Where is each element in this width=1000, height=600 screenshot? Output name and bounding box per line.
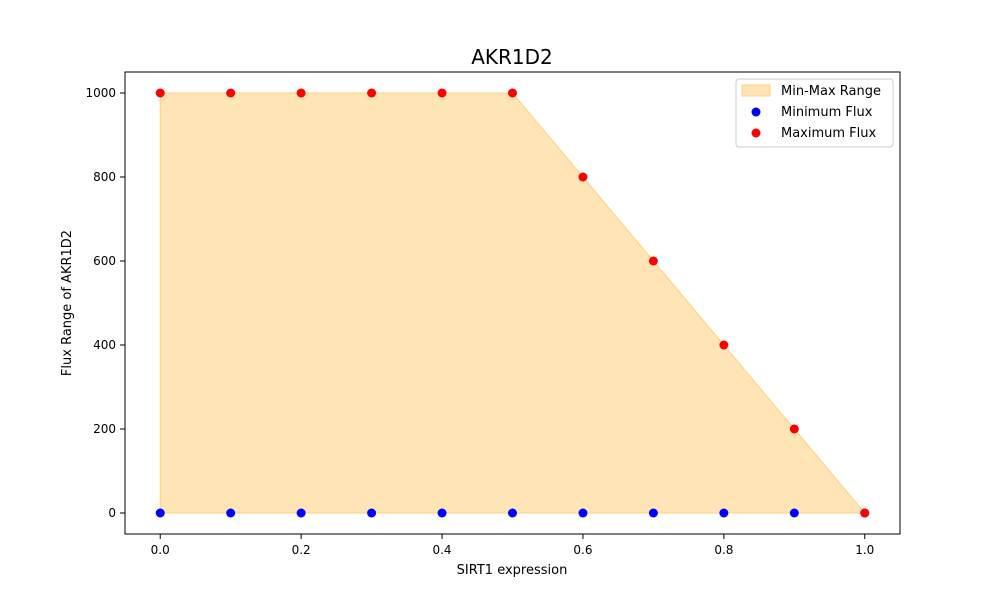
min-flux-point <box>508 508 517 518</box>
legend-label-range: Min-Max Range <box>781 84 881 99</box>
y-tick-label: 600 <box>93 254 116 268</box>
max-flux-point <box>437 88 447 98</box>
min-max-range-area <box>159 92 866 514</box>
min-flux-point <box>226 508 236 518</box>
min-flux-point <box>719 508 729 518</box>
x-tick-label: 0.4 <box>432 543 451 557</box>
y-axis: 0 200 400 600 800 1000 <box>85 86 125 520</box>
x-tick-label: 1.0 <box>855 543 874 557</box>
max-flux-point <box>578 172 588 182</box>
max-flux-point <box>648 256 658 266</box>
y-tick-label: 400 <box>93 338 116 352</box>
legend-swatch-range <box>741 84 771 97</box>
y-tick-label: 0 <box>108 506 116 520</box>
x-tick-label: 0.0 <box>151 543 170 557</box>
max-flux-point <box>719 340 729 350</box>
max-flux-point <box>155 88 165 98</box>
x-axis: 0.0 0.2 0.4 0.6 0.8 1.0 <box>151 534 874 557</box>
x-axis-label: SIRT1 expression <box>457 563 568 578</box>
y-tick-label: 200 <box>93 422 116 436</box>
min-flux-point <box>789 508 799 518</box>
plot-frame <box>124 71 901 535</box>
legend-swatch-max <box>751 128 761 138</box>
x-tick-label: 0.6 <box>573 543 592 557</box>
x-tick-label: 0.2 <box>292 543 311 557</box>
range-fill <box>159 92 866 514</box>
min-flux-point <box>296 508 306 518</box>
x-tick-label: 0.8 <box>714 543 733 557</box>
max-flux-point <box>789 424 799 434</box>
max-flux-point <box>226 88 236 98</box>
plot-area <box>124 71 901 535</box>
y-tick-label: 800 <box>93 170 116 184</box>
legend-label-min: Minimum Flux <box>781 105 873 120</box>
min-flux-point <box>367 508 377 518</box>
min-flux-point <box>648 508 658 518</box>
max-flux-point <box>508 88 517 98</box>
min-flux-point <box>155 508 165 518</box>
legend: Min-Max Range Minimum Flux Maximum Flux <box>735 78 894 148</box>
min-flux-point <box>437 508 447 518</box>
legend-frame <box>735 78 894 148</box>
data-points <box>155 88 870 518</box>
legend-swatch-min <box>751 107 761 117</box>
min-flux-point <box>578 508 588 518</box>
y-tick-label: 1000 <box>85 86 116 100</box>
max-flux-point <box>296 88 306 98</box>
max-flux-point <box>860 508 870 518</box>
chart-title: AKR1D2 <box>471 45 553 69</box>
y-axis-label: Flux Range of AKR1D2 <box>60 230 75 376</box>
max-flux-point <box>367 88 377 98</box>
legend-label-max: Maximum Flux <box>781 126 877 141</box>
